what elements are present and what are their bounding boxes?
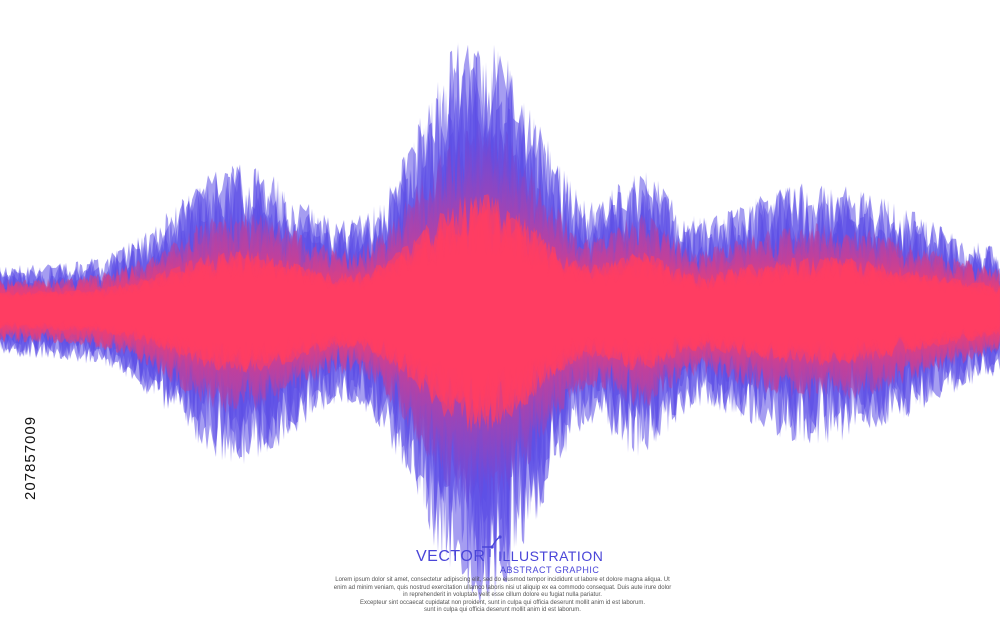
body-line: sunt in culpa qui officia deserunt molli…: [424, 607, 581, 613]
body-line: in reprehenderit in voluptate velit esse…: [403, 592, 602, 598]
stock-id-label: 207857009: [22, 415, 39, 500]
body-text: Lorem ipsum dolor sit amet, consectetur …: [330, 577, 675, 615]
wave-inner-layer: [0, 192, 1000, 434]
body-line: Lorem ipsum dolor sit amet, consectetur …: [335, 577, 670, 583]
body-line: enim ad minim veniam, quis nostrud exerc…: [333, 584, 672, 591]
pen-tool-icon: [482, 535, 502, 557]
title-subtitle: ABSTRACT GRAPHIC: [500, 565, 600, 575]
wave-strand: [0, 194, 1000, 433]
title-vector: VECTOR: [416, 548, 486, 565]
body-line: Excepteur sint occaecat cupidatat non pr…: [359, 599, 646, 606]
title-block: VECTOR ILLUSTRATION ABSTRACT GRAPHIC: [390, 533, 620, 577]
title-illustration: ILLUSTRATION: [498, 548, 604, 564]
